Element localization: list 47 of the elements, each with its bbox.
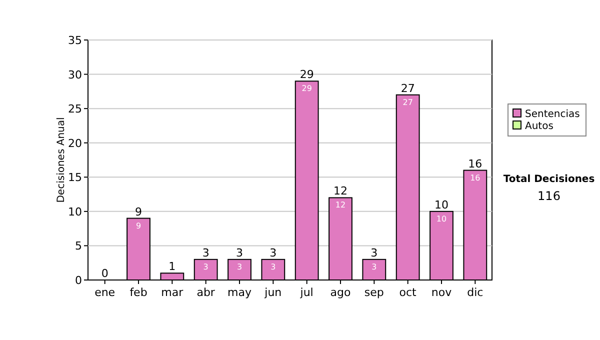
total-label: 9 (135, 205, 142, 218)
total-label: 3 (236, 246, 243, 260)
data-label: 27 (402, 98, 413, 107)
data-label: 16 (470, 173, 480, 182)
legend-label: Sentencias (525, 109, 580, 120)
total-label: 1 (168, 260, 176, 274)
total-label: 27 (400, 82, 415, 95)
x-tick-label: jul (299, 286, 314, 299)
x-tick-label: oct (399, 286, 418, 299)
total-label: 29 (300, 68, 314, 82)
text: Total Decisiones (503, 174, 595, 185)
x-tick-label: feb (130, 286, 148, 299)
y-tick-label: 30 (68, 68, 82, 82)
x-tick-label: jun (264, 286, 282, 299)
y-tick-label: 10 (68, 205, 82, 218)
data-label: 12 (335, 200, 346, 210)
data-label: 9 (136, 221, 142, 230)
y-tick-label: 25 (68, 102, 82, 116)
text: 116 (538, 189, 560, 203)
total-label: 10 (434, 198, 448, 212)
data-label: 29 (302, 84, 312, 94)
legend-label: Autos (525, 121, 554, 132)
x-tick-label: may (228, 286, 252, 299)
total-label: 16 (468, 157, 482, 170)
x-tick-label: dic (467, 286, 484, 299)
y-axis-title: Decisiones Anual (56, 117, 67, 203)
total-label: 3 (270, 246, 277, 260)
x-tick-label: ago (330, 286, 351, 299)
data-label: 3 (270, 262, 276, 272)
x-tick-label: sep (364, 286, 384, 299)
data-label: 3 (203, 262, 208, 272)
x-tick-label: nov (431, 286, 452, 299)
x-tick-label: mar (161, 286, 184, 299)
y-tick-label: 5 (75, 240, 82, 253)
x-tick-label: ene (94, 286, 116, 299)
x-tick-label: abr (196, 286, 216, 299)
y-tick-label: 0 (75, 274, 82, 287)
total-label: 0 (101, 267, 108, 280)
data-label: 3 (372, 262, 377, 272)
y-tick-label: 35 (68, 34, 82, 47)
data-label: 3 (236, 262, 242, 272)
data-label: 10 (436, 214, 447, 224)
y-tick-label: 15 (68, 171, 82, 184)
total-label: 3 (202, 246, 210, 260)
total-label: 12 (334, 184, 348, 198)
total-label: 3 (370, 246, 378, 260)
y-tick-label: 20 (68, 136, 82, 150)
